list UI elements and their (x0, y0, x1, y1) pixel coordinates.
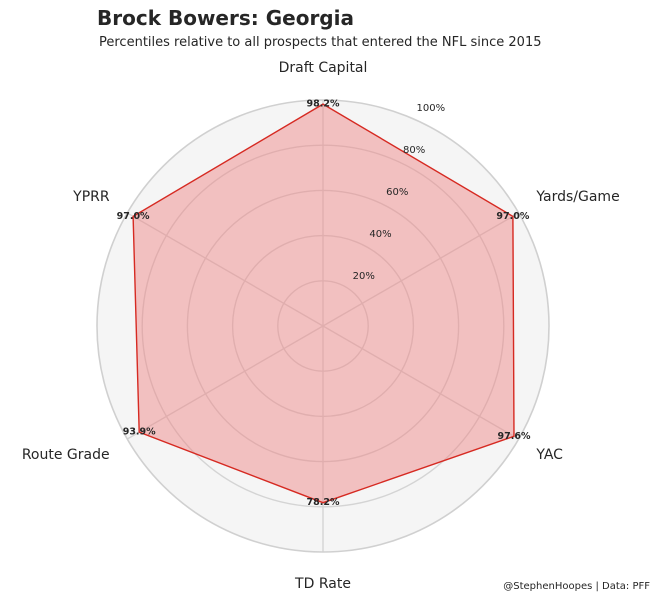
axis-category-label: Draft Capital (279, 60, 368, 76)
grid-circle (141, 144, 505, 508)
grid-circle (277, 280, 369, 372)
axis-category-label: YPRR (72, 189, 110, 205)
labels: 20% 40% 60% 80% 100% 98.2% 97.0% 97.6% 78.2% 93.9… (22, 60, 620, 592)
spoke-line (322, 212, 520, 327)
spoke-line (126, 212, 324, 327)
data-value-label: 98.2% (307, 99, 340, 110)
axis-category-label: YAC (535, 447, 563, 463)
data-value-label: 97.0% (496, 211, 529, 222)
radial-tick-label: 40% (369, 229, 391, 240)
radial-tick-label: 60% (386, 187, 408, 198)
credit-text: @StephenHoopes | Data: PFF (503, 581, 650, 592)
grid-circle (96, 99, 550, 553)
axis-category-label: Route Grade (22, 447, 110, 463)
grid-circle (186, 189, 460, 463)
radial-tick-label: 80% (403, 145, 425, 156)
data-value-label: 97.0% (117, 211, 150, 222)
radial-tick-label: 100% (417, 103, 446, 114)
radial-tick-label: 20% (353, 271, 375, 282)
axis-category-label: Yards/Game (535, 189, 619, 205)
spoke-line (322, 325, 520, 440)
chart-title: Brock Bowers: Georgia (97, 6, 354, 30)
chart-subtitle: Percentiles relative to all prospects th… (99, 35, 542, 50)
data-value-label: 78.2% (307, 497, 340, 508)
data-polygon (132, 103, 515, 504)
axis-category-label: TD Rate (294, 576, 351, 592)
grid-circle (231, 234, 415, 418)
data-series (132, 103, 515, 504)
data-value-label: 97.6% (498, 431, 531, 442)
spoke-line (126, 325, 324, 440)
grid (96, 99, 550, 553)
data-value-label: 93.9% (123, 427, 156, 438)
